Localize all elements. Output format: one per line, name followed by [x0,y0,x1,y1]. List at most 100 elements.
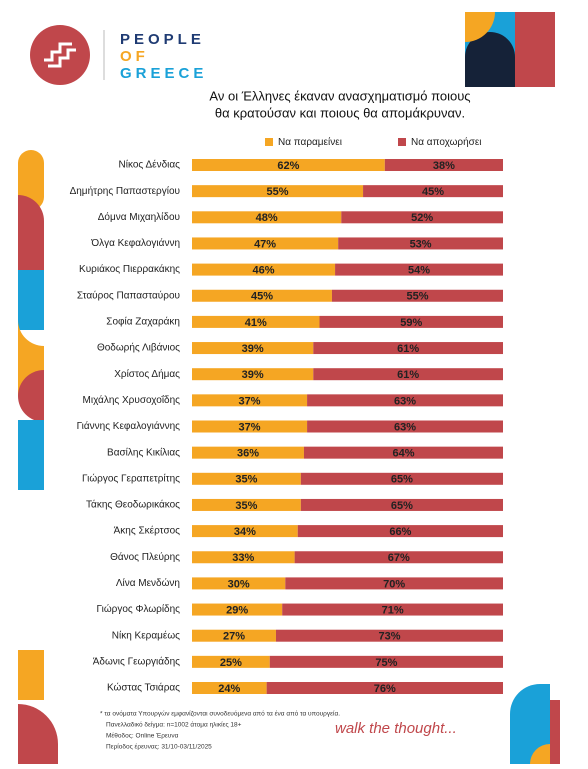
data-label: 71% [382,604,404,616]
data-label: 61% [397,343,419,355]
category-label: Κυριάκος Πιερρακάκης [79,263,180,275]
bar-segment [192,655,270,668]
brand-name: GREECE [120,65,207,82]
data-label: 70% [383,578,405,590]
bar-segment [192,394,308,407]
data-label: 63% [394,421,416,433]
category-label: Βασίλης Κικίλιας [107,446,180,458]
bar-segment [192,551,295,564]
data-label: 75% [375,657,397,669]
bar-segment [192,525,298,538]
data-label: 35% [235,474,257,486]
data-label: 59% [400,317,422,329]
chart-title: Αν οι Έλληνες έκαναν ανασχηματισμό ποιου… [209,88,470,103]
bar-segment [300,498,503,511]
category-label: Γιώργος Φλωρίδης [97,603,181,615]
bar-segment [192,629,276,642]
category-label: Σταύρος Παπασταύρου [77,289,180,301]
category-label: Θάνος Πλεύρης [110,551,180,563]
bar-segment [313,342,503,355]
tagline: walk the thought... [335,720,457,737]
bar-segment [192,420,308,433]
bar-segment [294,551,503,564]
decoration [465,12,555,87]
data-label: 62% [277,160,299,172]
data-label: 33% [232,552,254,564]
data-label: 63% [394,395,416,407]
bar-segment [192,185,364,198]
data-label: 55% [406,291,428,303]
category-label: Δημήτρης Παπαστεργίου [70,185,180,197]
data-label: 37% [239,395,261,407]
data-label: 30% [228,578,250,590]
data-label: 65% [391,500,413,512]
bar-segment [300,472,503,485]
data-label: 39% [242,343,264,355]
bar-segment [303,446,503,459]
bar-segment [307,420,503,433]
chart-title: θα κρατούσαν και ποιους θα απομάκρυναν. [215,105,465,120]
category-label: Θοδωρής Λιβάνιος [97,342,180,354]
bar-segment [331,289,503,302]
data-label: 61% [397,369,419,381]
data-label: 38% [433,160,455,172]
data-label: 48% [256,212,278,224]
data-label: 46% [253,265,275,277]
data-label: 66% [389,526,411,538]
data-label: 45% [422,186,444,198]
bar-segment [307,394,503,407]
bar-segment [319,315,503,328]
data-label: 24% [218,683,240,695]
bar-segment [192,446,304,459]
bar-segment [313,368,503,381]
bar-segment [192,368,314,381]
data-label: 45% [251,291,273,303]
bar-segment [338,237,503,250]
bar-segment [297,525,503,538]
category-label: Κώστας Τσιάρας [107,682,180,694]
data-label: 34% [234,526,256,538]
data-label: 47% [254,238,276,250]
data-label: 65% [391,474,413,486]
legend-swatch [265,138,273,146]
category-label: Άδωνις Γεωργιάδης [93,655,180,667]
category-label: Νίκος Δένδιας [119,159,181,171]
bar-segment [192,315,320,328]
data-label: 52% [411,212,433,224]
note: Περίοδος έρευνας: 31/10-03/11/2025 [106,743,212,751]
bar-segment [192,472,301,485]
category-label: Μιχάλης Χρυσοχοΐδης [83,394,181,406]
data-label: 29% [226,604,248,616]
bar-segment [192,159,385,171]
bar-segment [363,185,503,198]
legend-label: Να αποχωρήσει [411,136,482,148]
category-label: Δόμνα Μιχαηλίδου [98,211,180,223]
decoration [18,650,560,764]
bar-segment [192,498,301,511]
category-label: Λίνα Μενδώνη [116,577,180,589]
bar-segment [285,577,503,590]
bar-segment [192,342,314,355]
bar-segment [192,211,342,224]
data-label: 76% [374,683,396,695]
category-label: Άκης Σκέρτσος [114,525,181,537]
bar-segment [275,629,503,642]
bar-segment [192,289,332,302]
bar-segment [269,655,503,668]
data-label: 27% [223,631,245,643]
note: Μέθοδος: Online Έρευνα [106,732,179,740]
data-label: 55% [267,186,289,198]
category-label: Σοφία Ζαχαράκη [106,316,180,328]
category-label: Όλγα Κεφαλογιάννη [90,237,180,249]
logo [30,25,105,85]
note: * τα ονόματα Υπουργών εμφανίζονται συνοδ… [100,710,340,718]
bar-segment [192,577,286,590]
bar-segment [384,159,503,171]
category-label: Χρίστος Δήμας [114,368,180,380]
bar-segment [266,682,503,694]
data-label: 36% [237,448,259,460]
data-label: 53% [410,238,432,250]
data-label: 39% [242,369,264,381]
legend-label: Να παραμείνει [278,136,342,148]
